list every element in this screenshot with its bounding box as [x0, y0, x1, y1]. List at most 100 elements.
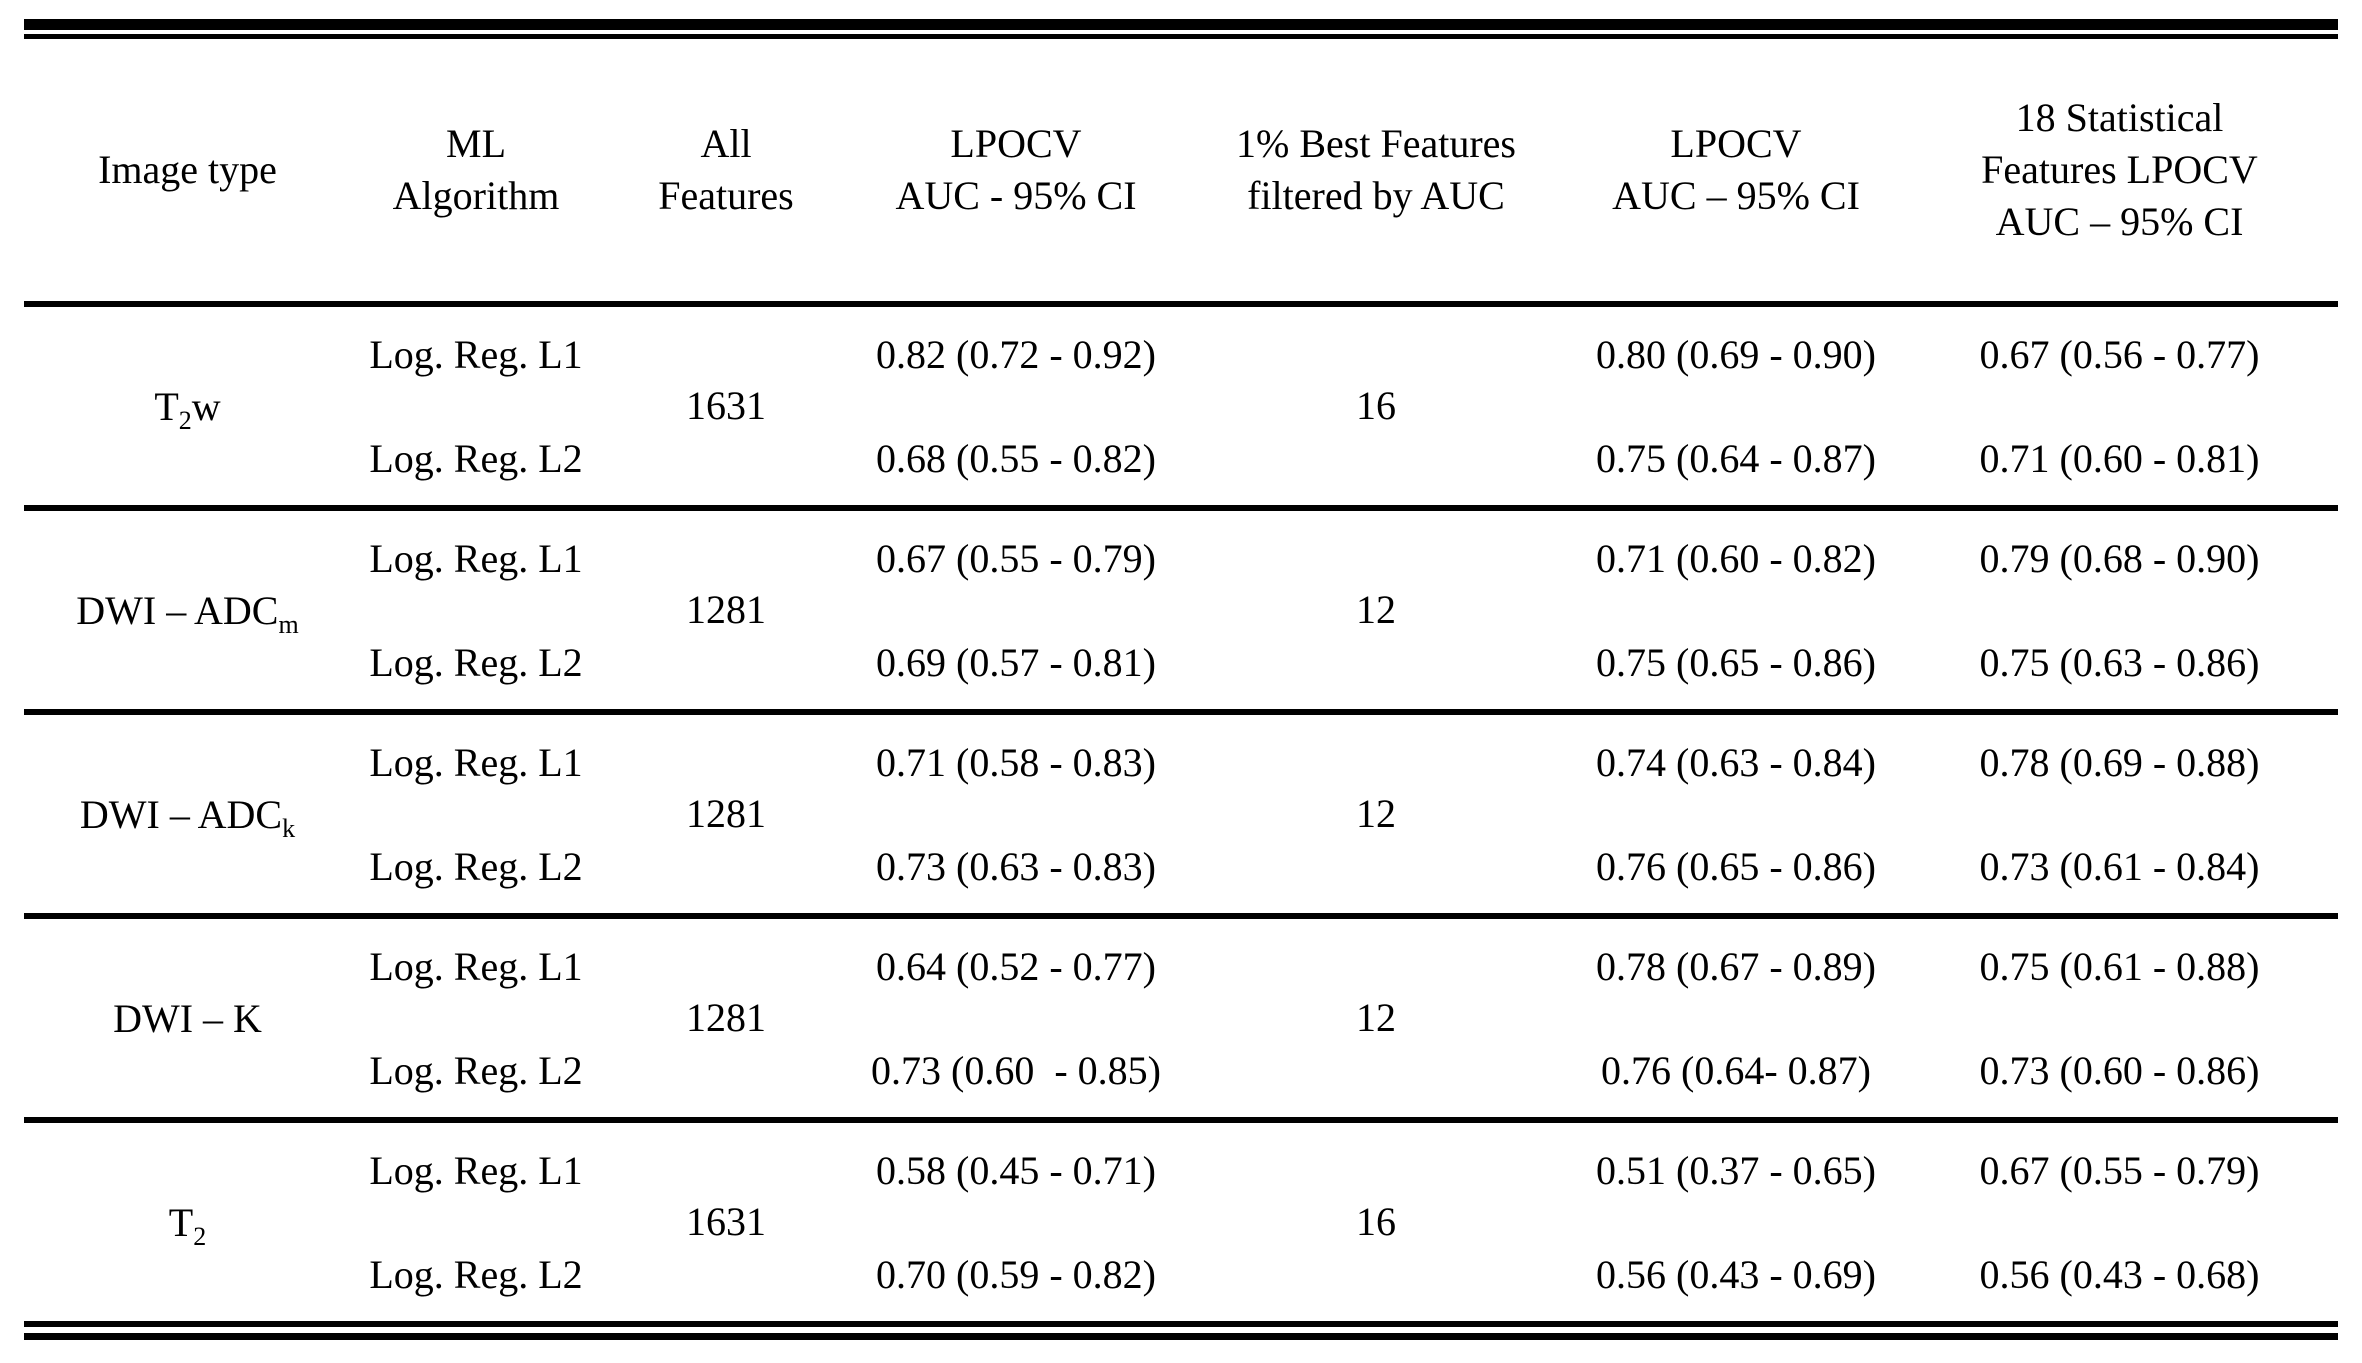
image-type-base: DWI – K — [113, 995, 262, 1041]
all-features-count: 1281 — [686, 995, 766, 1040]
image-type-suffix: w — [191, 383, 221, 429]
cell-image-type: DWI – ADCk — [24, 715, 351, 913]
algorithm-l1-label: Log. Reg. L1 — [369, 536, 583, 581]
auc-stat-l2-value: 0.73 (0.60 - 0.86) — [1979, 1048, 2260, 1093]
image-type-label: DWI – K — [113, 995, 262, 1042]
image-type-base: T — [168, 1199, 194, 1245]
cell-auc-best-features: 0.80 (0.69 - 0.90) 0.75 (0.64 - 0.87) — [1571, 307, 1901, 505]
all-features-count: 1281 — [686, 791, 766, 836]
image-type-subscript: k — [282, 813, 296, 843]
cell-auc-all-features: 0.67 (0.55 - 0.79) 0.69 (0.57 - 0.81) — [851, 511, 1181, 709]
auc-all-l1-value: 0.64 (0.52 - 0.77) — [876, 944, 1156, 989]
cell-image-type: DWI – K — [24, 919, 351, 1117]
cell-image-type: DWI – ADCm — [24, 511, 351, 709]
cell-auc-best-features: 0.74 (0.63 - 0.84) 0.76 (0.65 - 0.86) — [1571, 715, 1901, 913]
cell-auc-best-features: 0.78 (0.67 - 0.89) 0.76 (0.64- 0.87) — [1571, 919, 1901, 1117]
auc-best-l2-value: 0.75 (0.64 - 0.87) — [1596, 436, 1876, 481]
auc-stat-l1-value: 0.67 (0.55 - 0.79) — [1979, 1148, 2260, 1193]
algorithm-l2-label: Log. Reg. L2 — [369, 640, 583, 685]
algorithm-l1-label: Log. Reg. L1 — [369, 332, 583, 377]
header-all-features: All Features — [658, 121, 794, 218]
auc-all-l1-value: 0.82 (0.72 - 0.92) — [876, 332, 1156, 377]
cell-ml-algorithm: Log. Reg. L1 Log. Reg. L2 — [351, 307, 601, 505]
cell-all-features: 1631 — [601, 1123, 851, 1321]
row-separator-rule — [24, 913, 2338, 919]
cell-auc-statistical-features: 0.75 (0.61 - 0.88) 0.73 (0.60 - 0.86) — [1901, 919, 2338, 1117]
best-features-count: 16 — [1356, 383, 1396, 428]
cell-auc-all-features: 0.71 (0.58 - 0.83) 0.73 (0.63 - 0.83) — [851, 715, 1181, 913]
algorithm-l2-label: Log. Reg. L2 — [369, 844, 583, 889]
algorithm-l2-label: Log. Reg. L2 — [369, 1048, 583, 1093]
algorithm-l1-label: Log. Reg. L1 — [369, 1148, 583, 1193]
auc-stat-l1-value: 0.75 (0.61 - 0.88) — [1979, 944, 2260, 989]
header-statistical-features: 18 Statistical Features LPOCV AUC – 95% … — [1981, 95, 2258, 244]
best-features-count: 12 — [1356, 995, 1396, 1040]
auc-stat-l2-value: 0.75 (0.63 - 0.86) — [1979, 640, 2260, 685]
cell-ml-algorithm: Log. Reg. L1 Log. Reg. L2 — [351, 511, 601, 709]
auc-all-l1-value: 0.71 (0.58 - 0.83) — [876, 740, 1156, 785]
auc-best-l1-value: 0.51 (0.37 - 0.65) — [1596, 1148, 1876, 1193]
auc-all-l1-value: 0.67 (0.55 - 0.79) — [876, 536, 1156, 581]
table-row-group-dwi-adck: DWI – ADCk Log. Reg. L1 Log. Reg. L2 128… — [24, 715, 2338, 913]
auc-stat-l2-value: 0.71 (0.60 - 0.81) — [1979, 436, 2260, 481]
header-separator-rule — [24, 301, 2338, 307]
cell-auc-all-features: 0.58 (0.45 - 0.71) 0.70 (0.59 - 0.82) — [851, 1123, 1181, 1321]
row-separator-rule — [24, 709, 2338, 715]
header-ml-algorithm: ML Algorithm — [392, 121, 560, 218]
table-row-group-t2w: T2w Log. Reg. L1 Log. Reg. L2 1631 0.82 … — [24, 307, 2338, 505]
cell-auc-all-features: 0.82 (0.72 - 0.92) 0.68 (0.55 - 0.82) — [851, 307, 1181, 505]
table-row-group-dwi-k: DWI – K Log. Reg. L1 Log. Reg. L2 1281 0… — [24, 919, 2338, 1117]
all-features-count: 1631 — [686, 1199, 766, 1244]
cell-all-features: 1281 — [601, 919, 851, 1117]
algorithm-l1-label: Log. Reg. L1 — [369, 740, 583, 785]
cell-ml-algorithm: Log. Reg. L1 Log. Reg. L2 — [351, 919, 601, 1117]
cell-best-features: 12 — [1181, 715, 1571, 913]
cell-auc-best-features: 0.51 (0.37 - 0.65) 0.56 (0.43 - 0.69) — [1571, 1123, 1901, 1321]
table-row-group-dwi-adcm: DWI – ADCm Log. Reg. L1 Log. Reg. L2 128… — [24, 511, 2338, 709]
header-lpocv-auc-all: LPOCV AUC - 95% CI — [895, 121, 1137, 218]
image-type-label: DWI – ADCm — [76, 587, 298, 638]
cell-auc-all-features: 0.64 (0.52 - 0.77) 0.73 (0.60 - 0.85) — [851, 919, 1181, 1117]
cell-ml-algorithm: Log. Reg. L1 Log. Reg. L2 — [351, 1123, 601, 1321]
auc-best-l1-value: 0.80 (0.69 - 0.90) — [1596, 332, 1876, 377]
auc-best-l2-value: 0.76 (0.64- 0.87) — [1601, 1048, 1871, 1093]
auc-best-l1-value: 0.71 (0.60 - 0.82) — [1596, 536, 1876, 581]
image-type-base: DWI – ADC — [76, 587, 279, 633]
header-lpocv-auc-best: LPOCV AUC – 95% CI — [1612, 121, 1860, 218]
header-image-type: Image type — [98, 147, 277, 192]
cell-auc-statistical-features: 0.67 (0.55 - 0.79) 0.56 (0.43 - 0.68) — [1901, 1123, 2338, 1321]
auc-all-l2-value: 0.69 (0.57 - 0.81) — [876, 640, 1156, 685]
auc-best-l1-value: 0.74 (0.63 - 0.84) — [1596, 740, 1876, 785]
auc-best-l2-value: 0.75 (0.65 - 0.86) — [1596, 640, 1876, 685]
cell-best-features: 16 — [1181, 1123, 1571, 1321]
image-type-label: T2 — [168, 1199, 206, 1250]
table-header-row: Image type ML Algorithm All Features LPO… — [24, 39, 2338, 301]
auc-all-l1-value: 0.58 (0.45 - 0.71) — [876, 1148, 1156, 1193]
cell-all-features: 1281 — [601, 511, 851, 709]
algorithm-l1-label: Log. Reg. L1 — [369, 944, 583, 989]
all-features-count: 1281 — [686, 587, 766, 632]
cell-image-type: T2 — [24, 1123, 351, 1321]
image-type-subscript: 2 — [193, 1221, 207, 1251]
cell-auc-statistical-features: 0.67 (0.56 - 0.77) 0.71 (0.60 - 0.81) — [1901, 307, 2338, 505]
auc-best-l1-value: 0.78 (0.67 - 0.89) — [1596, 944, 1876, 989]
image-type-base: T — [154, 383, 179, 429]
image-type-label: T2w — [154, 383, 221, 434]
auc-all-l2-value: 0.73 (0.60 - 0.85) — [871, 1048, 1161, 1093]
auc-all-l2-value: 0.68 (0.55 - 0.82) — [876, 436, 1156, 481]
image-type-subscript: 2 — [178, 405, 192, 435]
cell-auc-best-features: 0.71 (0.60 - 0.82) 0.75 (0.65 - 0.86) — [1571, 511, 1901, 709]
table-row-group-t2: T2 Log. Reg. L1 Log. Reg. L2 1631 0.58 (… — [24, 1123, 2338, 1321]
auc-stat-l1-value: 0.67 (0.56 - 0.77) — [1979, 332, 2260, 377]
best-features-count: 12 — [1356, 587, 1396, 632]
auc-stat-l1-value: 0.79 (0.68 - 0.90) — [1979, 536, 2260, 581]
header-best-features: 1% Best Features filtered by AUC — [1236, 121, 1516, 218]
table-top-double-border — [24, 19, 2338, 39]
cell-ml-algorithm: Log. Reg. L1 Log. Reg. L2 — [351, 715, 601, 913]
row-separator-rule — [24, 1117, 2338, 1123]
auc-stat-l1-value: 0.78 (0.69 - 0.88) — [1979, 740, 2260, 785]
best-features-count: 12 — [1356, 791, 1396, 836]
image-type-subscript: m — [278, 609, 299, 639]
auc-best-l2-value: 0.76 (0.65 - 0.86) — [1596, 844, 1876, 889]
